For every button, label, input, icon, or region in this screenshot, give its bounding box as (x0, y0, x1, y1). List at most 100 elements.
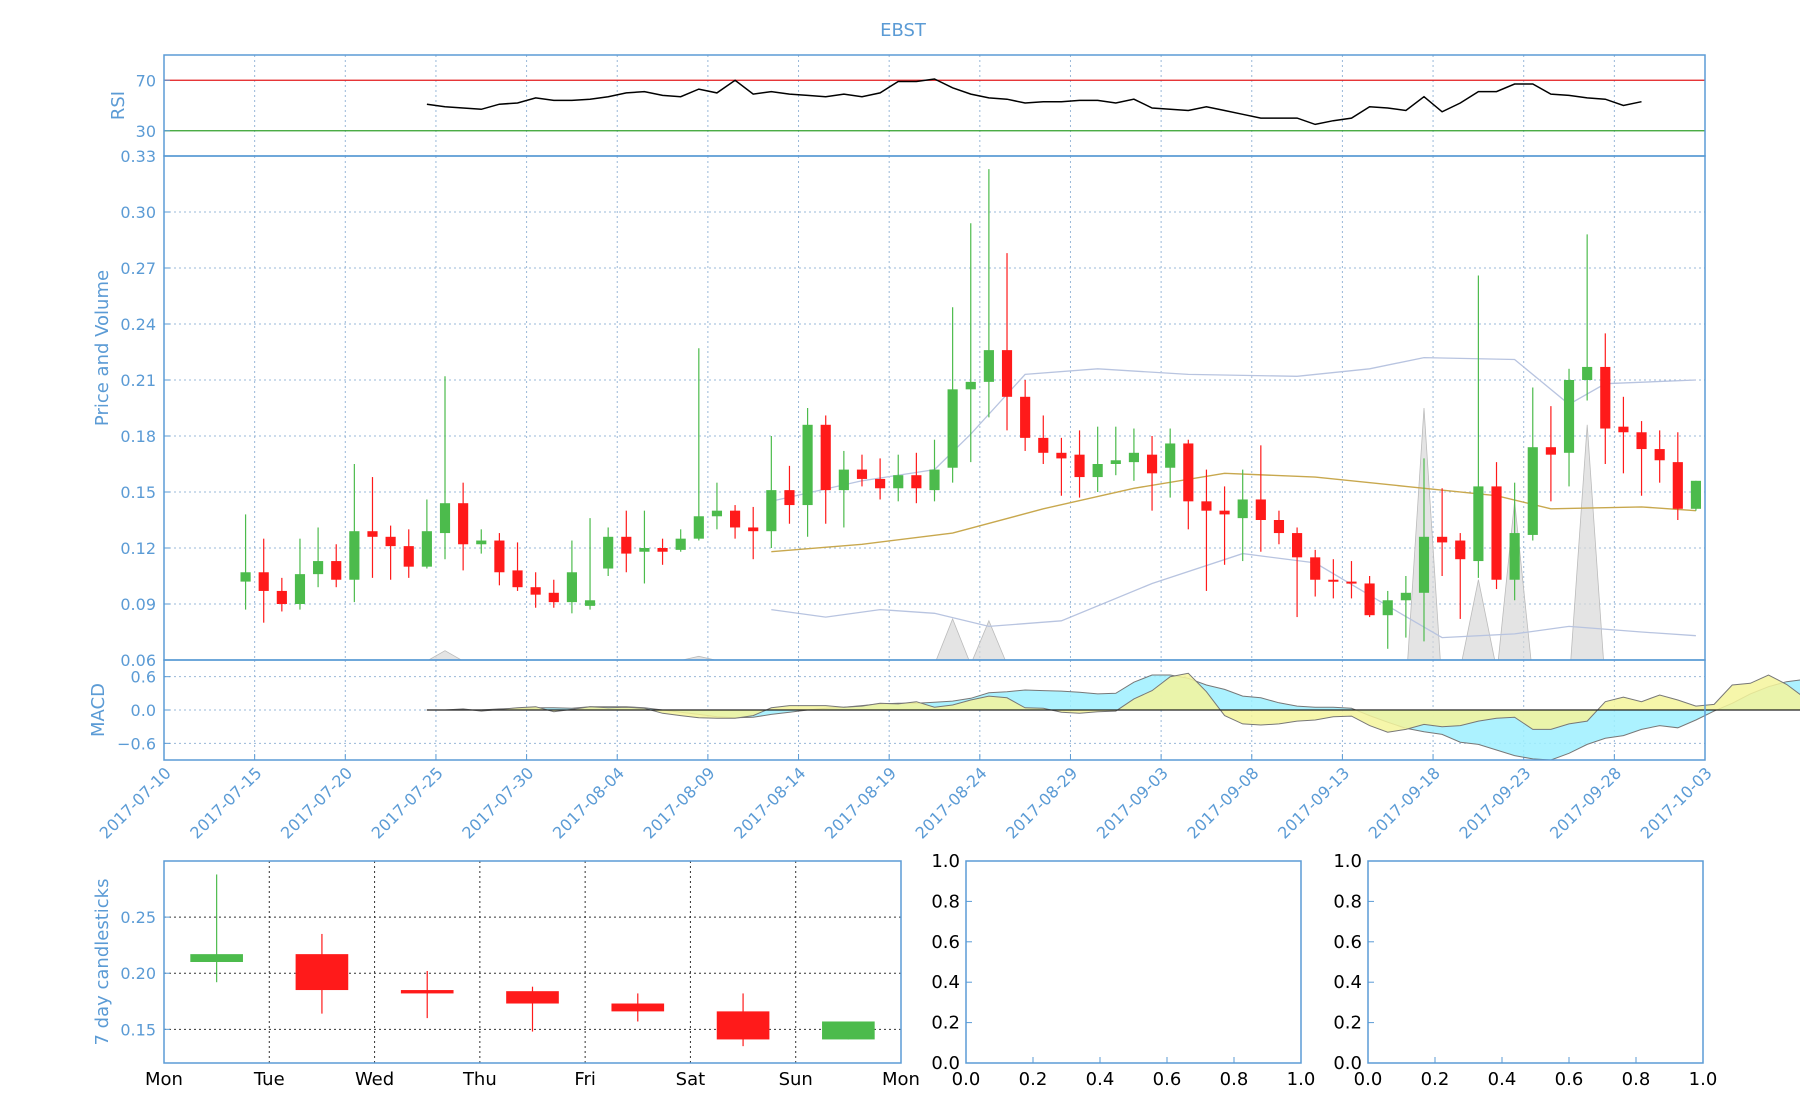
price-y-tick-label: 0.30 (120, 203, 156, 222)
price-y-tick-label: 0.15 (120, 483, 156, 502)
price-y-tick-label: 0.18 (120, 427, 156, 446)
candle-body (1183, 443, 1194, 502)
candle-body (548, 592, 559, 603)
candle-body (1020, 396, 1031, 438)
chart-title: EBST (880, 20, 927, 41)
candle-body (1473, 486, 1484, 562)
price-panel-frame (163, 155, 1706, 661)
candle-body (911, 475, 922, 489)
candle-body (856, 469, 868, 479)
candle-body (675, 538, 686, 550)
empty1-x-tick-label: 0.0 (952, 1069, 981, 1090)
candle-body (1672, 462, 1683, 509)
candle-body (385, 536, 396, 547)
x-tick-label: 2017-10-03 (1637, 763, 1716, 842)
empty2-y-tick-label: 0.6 (1333, 932, 1362, 953)
empty2-y-tick-label: 0.0 (1333, 1053, 1362, 1074)
candle-body (349, 531, 360, 580)
macd-signal-area (426, 674, 1800, 761)
candle-body (1219, 510, 1230, 515)
weekly-axis-title: 7 day candlesticks (92, 879, 113, 1046)
weekly-x-tick-label: Tue (253, 1069, 285, 1090)
rsi-y-tick-label: 70 (136, 71, 156, 90)
price-y-tick-label: 0.33 (120, 147, 156, 166)
empty1-x-tick-label: 0.4 (1086, 1069, 1115, 1090)
candle-body (1455, 540, 1466, 560)
candle-body (1310, 557, 1321, 580)
bollinger-lower-line (771, 552, 1696, 639)
weekly-candle-body (716, 1011, 770, 1040)
rsi-line (426, 78, 1642, 126)
candle-body (331, 561, 342, 580)
candle-body (965, 381, 976, 390)
moving-average-line (771, 472, 1696, 553)
macd-line-area (426, 672, 1800, 733)
x-tick-label: 2017-08-19 (821, 763, 900, 842)
candle-body (403, 546, 414, 567)
candle-body (367, 531, 378, 537)
candle-body (657, 548, 668, 552)
candle-body (1527, 447, 1538, 535)
x-tick-label: 2017-09-28 (1546, 763, 1625, 842)
weekly-panel-frame (163, 860, 902, 1064)
candle-body (1074, 454, 1085, 478)
candle-body (1292, 533, 1303, 558)
weekly-x-tick-label: Wed (355, 1069, 394, 1090)
x-tick-label: 2017-07-15 (186, 763, 265, 842)
candle-body (730, 510, 741, 528)
candle-body (1618, 426, 1629, 433)
candle-body (1110, 460, 1121, 464)
candle-body (1165, 443, 1176, 468)
price-y-tick-label: 0.24 (120, 315, 156, 334)
weekly-x-tick-label: Sun (779, 1069, 813, 1090)
weekly-y-tick-label: 0.25 (120, 908, 156, 927)
macd-panel-frame (163, 659, 1706, 761)
candle-body (1237, 499, 1248, 519)
macd-y-tick-label: 0.0 (131, 701, 156, 720)
candle-body (494, 540, 505, 573)
candle-body (766, 490, 777, 532)
empty1-y-tick-label: 0.6 (931, 932, 960, 953)
empty1-y-tick-label: 0.4 (931, 972, 960, 993)
weekly-candle-body (190, 954, 243, 962)
candle-body (258, 572, 269, 591)
x-tick-label: 2017-09-18 (1365, 763, 1444, 842)
candle-body (1038, 437, 1049, 453)
candle-body (838, 469, 849, 491)
empty1-y-tick-label: 0.2 (931, 1013, 960, 1034)
weekly-candle-body (295, 954, 349, 991)
candle-body (1491, 486, 1502, 580)
candle-body (1418, 536, 1430, 593)
x-tick-label: 2017-07-25 (368, 763, 447, 842)
candle-body (1346, 581, 1357, 584)
weekly-candle-body (506, 991, 559, 1004)
macd-y-tick-label: −0.6 (117, 734, 156, 753)
chart-layer: 2017-07-10 2017-07-15 2017-07-20 2017-07-25… (88, 54, 1800, 1090)
candle-body (313, 561, 324, 575)
candle-body (1563, 380, 1575, 453)
empty2-x-tick-label: 0.6 (1555, 1069, 1584, 1090)
candle-body (1364, 583, 1375, 616)
empty1-x-tick-label: 0.8 (1220, 1069, 1249, 1090)
empty2-y-tick-label: 1.0 (1333, 851, 1362, 872)
candle-body (1128, 452, 1139, 463)
x-tick-label: 2017-08-14 (730, 763, 809, 842)
x-tick-label: 2017-09-03 (1093, 763, 1172, 842)
price-y-tick-label: 0.09 (120, 595, 156, 614)
bollinger-upper-line (771, 356, 1696, 502)
candle-body (1636, 432, 1647, 450)
candle-body (476, 540, 487, 545)
candle-body (566, 572, 577, 603)
price-axis-title: Price and Volume (92, 270, 113, 426)
candle-body (603, 536, 614, 569)
rsi-panel-frame (163, 54, 1706, 157)
macd-y-tick-label: 0.6 (131, 668, 156, 687)
candle-body (240, 572, 251, 582)
candle-body (294, 574, 306, 604)
candle-body (820, 424, 831, 491)
x-tick-label: 2017-08-24 (911, 763, 990, 842)
price-y-tick-label: 0.06 (120, 651, 156, 670)
candle-body (748, 527, 759, 532)
candle-body (458, 503, 469, 545)
